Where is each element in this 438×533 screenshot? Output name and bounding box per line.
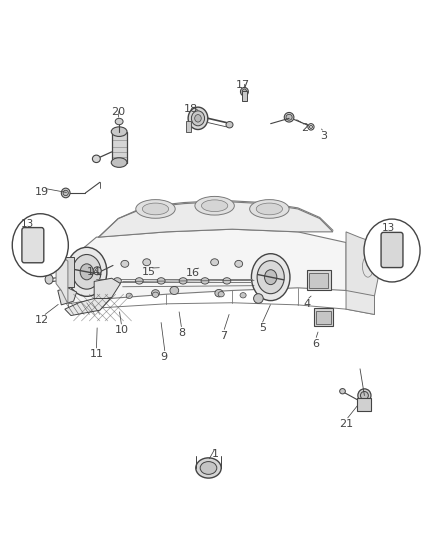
Ellipse shape [136,200,175,219]
Polygon shape [58,288,77,305]
Polygon shape [346,232,392,296]
Ellipse shape [126,293,132,298]
Text: 11: 11 [89,350,103,359]
Ellipse shape [364,219,420,282]
Bar [63,257,74,287]
Ellipse shape [254,294,263,303]
Ellipse shape [235,260,243,267]
Polygon shape [68,229,374,304]
Text: 8: 8 [178,328,185,338]
Ellipse shape [360,391,368,400]
Ellipse shape [251,254,290,301]
Ellipse shape [211,259,219,265]
Ellipse shape [200,462,217,474]
Ellipse shape [250,200,289,219]
Ellipse shape [121,260,129,267]
Ellipse shape [188,107,208,130]
Ellipse shape [80,264,93,280]
Text: 4: 4 [303,299,310,309]
Ellipse shape [242,89,247,94]
FancyBboxPatch shape [22,228,44,263]
Ellipse shape [61,188,70,198]
Ellipse shape [45,274,53,284]
Ellipse shape [170,286,179,294]
Ellipse shape [111,127,127,136]
Text: 7: 7 [220,331,227,341]
Ellipse shape [215,289,223,297]
Ellipse shape [143,259,151,265]
Bar [309,273,328,288]
Text: 15: 15 [142,267,156,277]
Ellipse shape [284,112,294,122]
Text: 17: 17 [236,80,250,90]
Bar [316,311,331,324]
Ellipse shape [92,155,100,163]
Text: 20: 20 [111,107,125,117]
Text: 16: 16 [186,268,200,278]
Text: 13: 13 [21,219,34,229]
Ellipse shape [113,278,121,284]
Ellipse shape [240,293,246,298]
Ellipse shape [358,389,371,402]
Text: 5: 5 [259,323,266,333]
Ellipse shape [73,255,101,289]
Ellipse shape [115,118,123,125]
Ellipse shape [201,200,228,212]
Bar [314,308,333,326]
Bar [242,91,247,101]
Ellipse shape [201,278,209,284]
Ellipse shape [286,114,292,120]
Bar [357,398,371,411]
Text: 19: 19 [35,187,49,197]
Ellipse shape [179,278,187,284]
Ellipse shape [152,292,159,297]
Ellipse shape [191,111,205,126]
Ellipse shape [67,247,107,296]
Polygon shape [94,278,120,301]
Polygon shape [56,256,68,304]
Text: 18: 18 [184,104,198,114]
Ellipse shape [93,266,101,275]
Ellipse shape [63,190,68,196]
Ellipse shape [196,458,221,478]
Text: 13: 13 [382,223,395,233]
Ellipse shape [142,203,169,215]
Ellipse shape [195,197,234,215]
Ellipse shape [157,278,165,284]
Ellipse shape [240,87,248,96]
Text: 2: 2 [301,123,308,133]
Text: 6: 6 [312,339,319,349]
Ellipse shape [226,122,233,128]
Ellipse shape [257,261,284,294]
Text: 10: 10 [115,326,129,335]
Text: 3: 3 [321,131,328,141]
Bar [186,121,191,132]
Polygon shape [99,201,333,237]
Text: 21: 21 [339,419,353,429]
Bar [112,132,127,163]
Ellipse shape [111,158,127,167]
Ellipse shape [265,270,277,285]
Bar [307,270,331,290]
Polygon shape [65,298,110,316]
Ellipse shape [135,278,143,284]
Ellipse shape [218,292,224,297]
Polygon shape [346,243,374,314]
Ellipse shape [256,203,283,215]
Text: 9: 9 [161,352,168,362]
Ellipse shape [309,125,312,128]
Ellipse shape [223,278,231,284]
Text: 1: 1 [212,449,219,459]
Ellipse shape [12,214,68,277]
Ellipse shape [194,115,201,122]
Ellipse shape [152,290,159,296]
Ellipse shape [340,389,345,394]
Text: 14: 14 [87,267,101,277]
FancyBboxPatch shape [381,232,403,268]
Text: 12: 12 [35,315,49,325]
